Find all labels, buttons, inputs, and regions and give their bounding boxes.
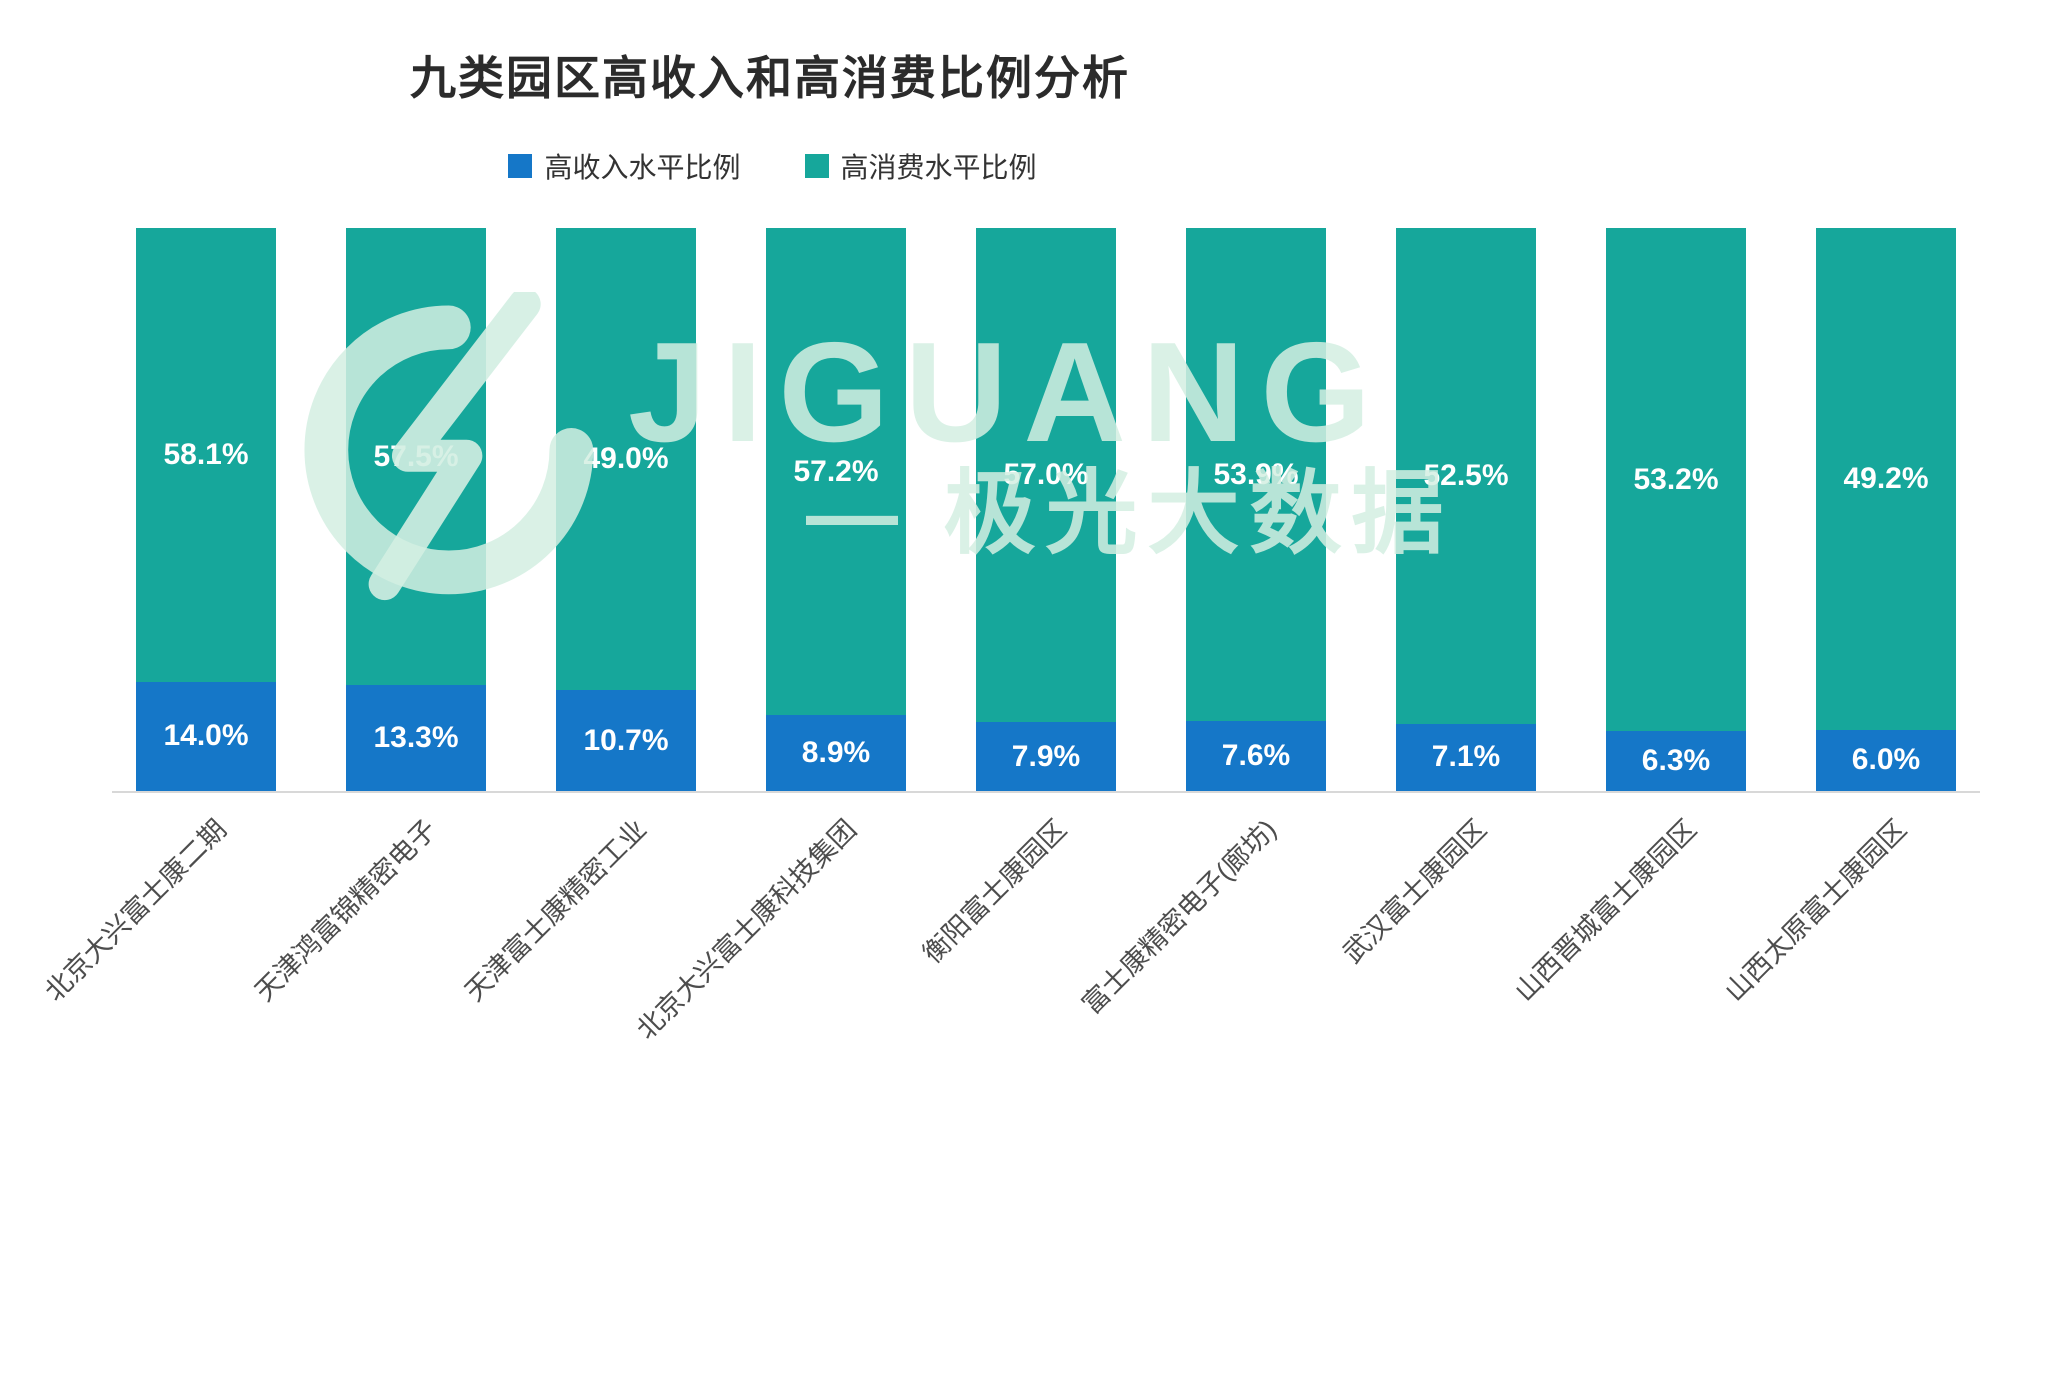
legend-item-1: 高消费水平比例 [804,146,1037,186]
plot-area: 58.1% 14.0% 北京大兴富士康二期 57.5% 13.3% 天津鸿富锦精密电子 49… [39,228,1980,1045]
bar-column: 53.9% 7.6% 富士康精密电子(廊坊) [1076,228,1326,1020]
bar-column: 58.1% 14.0% 北京大兴富士康二期 [39,228,276,1007]
value-label-consumption: 57.0% [1003,458,1089,492]
bar-segment-consumption: 49.2% [1816,228,1956,730]
x-axis-label: 天津鸿富锦精密电子 [249,813,443,1007]
bar-segment-income: 7.9% [976,722,1116,791]
bar-segment-consumption: 58.1% [136,228,276,682]
bar-column: 57.2% 8.9% 北京大兴富士康科技集团 [631,228,906,1045]
value-label-income: 10.7% [583,723,669,757]
bar-column: 52.5% 7.1% 武汉富士康园区 [1337,228,1536,969]
bar-segment-income: 10.7% [556,690,696,791]
bar-segment-consumption: 53.9% [1186,228,1326,722]
legend-swatch-icon [508,154,533,178]
x-axis-label: 武汉富士康园区 [1337,813,1493,969]
bar-segment-income: 6.3% [1606,731,1746,791]
bar-segment-consumption: 57.5% [346,228,486,686]
chart-title: 九类园区高收入和高消费比例分析 [410,52,1130,104]
bar-segment-consumption: 49.0% [556,228,696,691]
bar-column: 53.2% 6.3% 山西晋城富士康园区 [1509,228,1746,1007]
bar-segment-consumption: 57.0% [976,228,1116,723]
value-label-consumption: 53.9% [1213,457,1299,491]
bar-segment-income: 7.1% [1396,723,1536,791]
legend-label: 高收入水平比例 [544,152,741,183]
value-label-consumption: 53.2% [1633,462,1719,496]
bar-segment-income: 7.6% [1186,721,1326,791]
value-label-income: 6.3% [1641,744,1711,778]
value-label-consumption: 57.5% [373,439,459,473]
legend-item-0: 高收入水平比例 [508,146,741,186]
value-label-income: 6.0% [1851,743,1921,777]
x-axis-label: 山西晋城富士康园区 [1509,813,1703,1007]
x-axis-label: 北京大兴富士康科技集团 [630,813,863,1046]
value-label-income: 14.0% [163,719,249,753]
value-label-income: 7.6% [1221,739,1291,773]
x-axis-label: 天津富士康精密工业 [459,813,653,1007]
bar-segment-income: 13.3% [346,685,486,791]
x-axis-label: 北京大兴富士康二期 [39,813,233,1007]
bar-column: 57.0% 7.9% 衡阳富士康园区 [917,228,1116,969]
legend: 高收入水平比例 高消费水平比例 [0,146,1545,186]
legend-swatch-icon [804,154,829,178]
value-label-income: 8.9% [801,736,871,770]
value-label-consumption: 57.2% [793,454,879,488]
x-axis-label: 富士康精密电子(廊坊) [1076,813,1283,1020]
value-label-income: 13.3% [373,721,459,755]
value-label-income: 7.9% [1011,739,1081,773]
bar-segment-consumption: 52.5% [1396,228,1536,724]
bar-segment-consumption: 57.2% [766,228,906,716]
bar-segment-income: 14.0% [136,681,276,791]
value-label-consumption: 49.2% [1843,461,1929,495]
x-axis-label: 衡阳富士康园区 [917,813,1073,969]
bar-segment-income: 6.0% [1816,729,1956,791]
bar-column: 49.0% 10.7% 天津富士康精密工业 [459,228,696,1007]
value-label-consumption: 49.0% [583,442,669,476]
bar-column: 49.2% 6.0% 山西太原富士康园区 [1719,228,1956,1007]
x-axis-label: 山西太原富士康园区 [1719,813,1913,1007]
bar-segment-income: 8.9% [766,715,906,791]
value-label-consumption: 52.5% [1423,458,1509,492]
value-label-consumption: 58.1% [163,437,249,471]
legend-label: 高消费水平比例 [840,152,1037,183]
bar-column: 57.5% 13.3% 天津鸿富锦精密电子 [249,228,486,1007]
bar-segment-consumption: 53.2% [1606,228,1746,732]
value-label-income: 7.1% [1431,740,1501,774]
